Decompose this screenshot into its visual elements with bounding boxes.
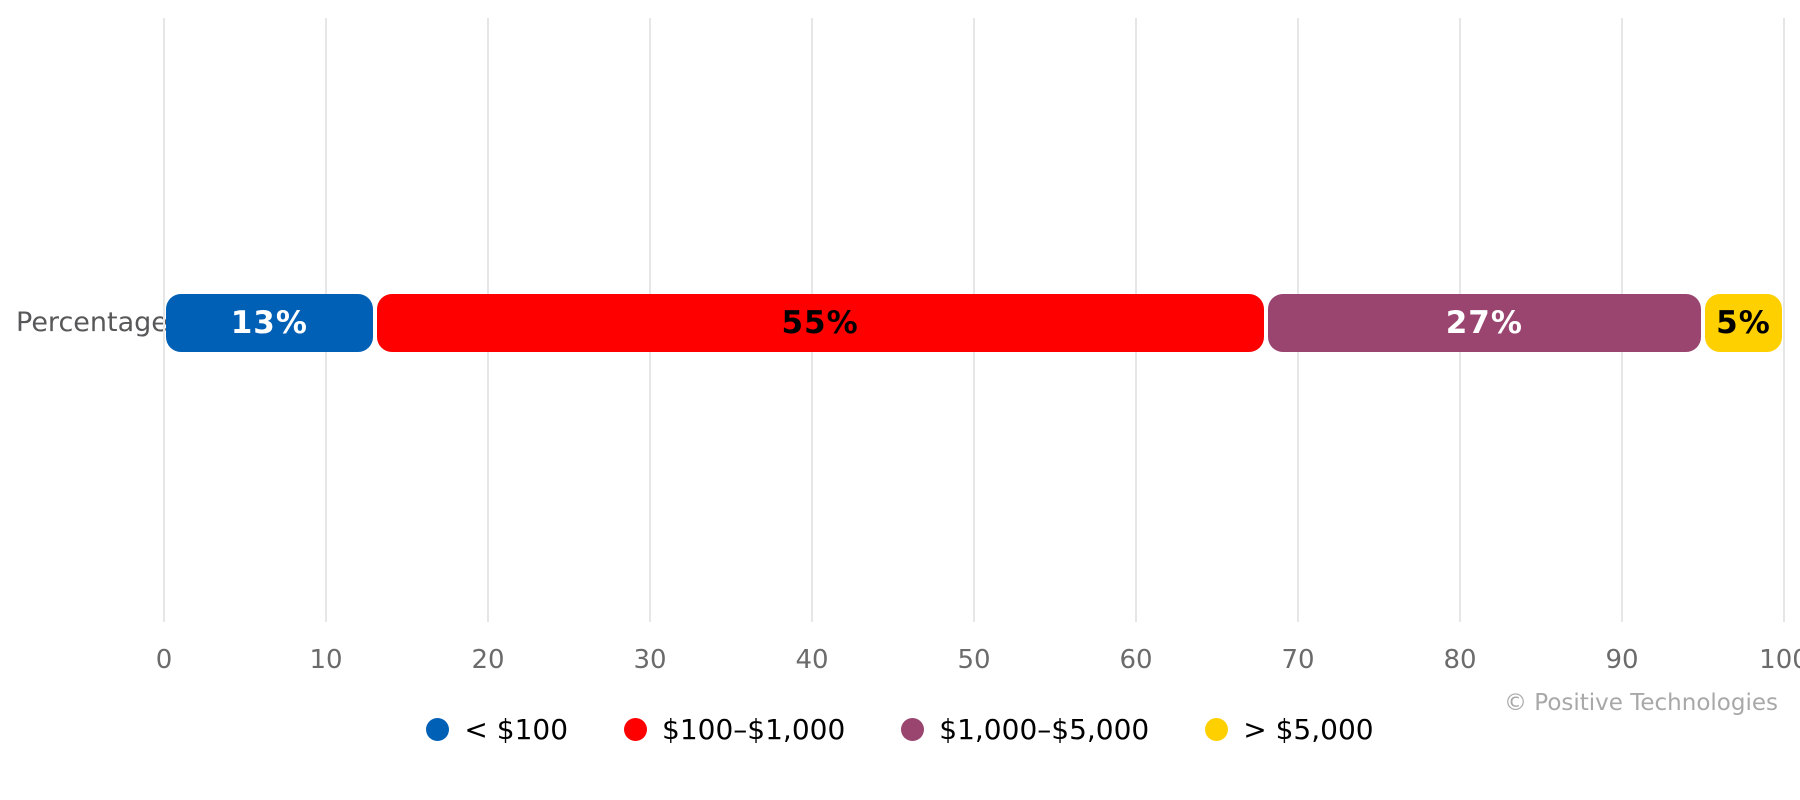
legend-item-5-000[interactable]: > $5,000 bbox=[1205, 712, 1374, 746]
legend-dot-icon bbox=[1205, 717, 1229, 741]
bar-segment-100[interactable]: 13% bbox=[166, 294, 373, 352]
bar-segment-1-000-5-000[interactable]: 27% bbox=[1267, 294, 1701, 352]
bar-track: 13% 55% 27% 5% bbox=[164, 294, 1784, 352]
chart-legend: < $100 $100–$1,000 $1,000–$5,000 > $5,000 bbox=[0, 706, 1800, 752]
copyright-notice: © Positive Technologies bbox=[1503, 690, 1778, 716]
x-tick-label-50: 50 bbox=[957, 645, 991, 675]
legend-item-1-000-5-000[interactable]: $1,000–$5,000 bbox=[901, 713, 1149, 746]
bar-segment-100-1-000[interactable]: 55% bbox=[376, 294, 1264, 352]
x-tick-label-30: 30 bbox=[633, 645, 667, 675]
x-tick-label-80: 80 bbox=[1443, 645, 1477, 675]
x-tick-label-100: 100 bbox=[1759, 645, 1800, 675]
legend-item-100[interactable]: < $100 bbox=[426, 713, 568, 746]
x-tick-label-70: 70 bbox=[1281, 645, 1315, 675]
legend-label: < $100 bbox=[464, 712, 569, 746]
legend-dot-icon bbox=[624, 717, 648, 741]
x-tick-label-90: 90 bbox=[1605, 645, 1639, 675]
legend-dot-icon bbox=[426, 717, 450, 741]
y-category-label: Percentage bbox=[16, 307, 168, 338]
x-tick-label-10: 10 bbox=[309, 645, 343, 675]
legend-label: > $5,000 bbox=[1243, 712, 1374, 746]
legend-label: $100–$1,000 bbox=[662, 712, 846, 746]
plot-area: 13%55%27%5% 0 10 20 30 40 50 60 70 80 90 100 bbox=[156, 18, 1800, 675]
x-tick-label-40: 40 bbox=[795, 645, 829, 675]
gridline-x-0 bbox=[163, 18, 165, 622]
legend-label: $1,000–$5,000 bbox=[939, 712, 1150, 746]
x-tick-label-0: 0 bbox=[155, 645, 173, 675]
x-tick-label-60: 60 bbox=[1119, 645, 1153, 675]
x-tick-label-20: 20 bbox=[471, 645, 505, 675]
bar-segment-5-000[interactable]: 5% bbox=[1705, 294, 1782, 352]
gridline-x-100 bbox=[1783, 18, 1785, 622]
legend-dot-icon bbox=[901, 717, 925, 741]
legend-item-100-1-000[interactable]: $100–$1,000 bbox=[624, 713, 845, 746]
